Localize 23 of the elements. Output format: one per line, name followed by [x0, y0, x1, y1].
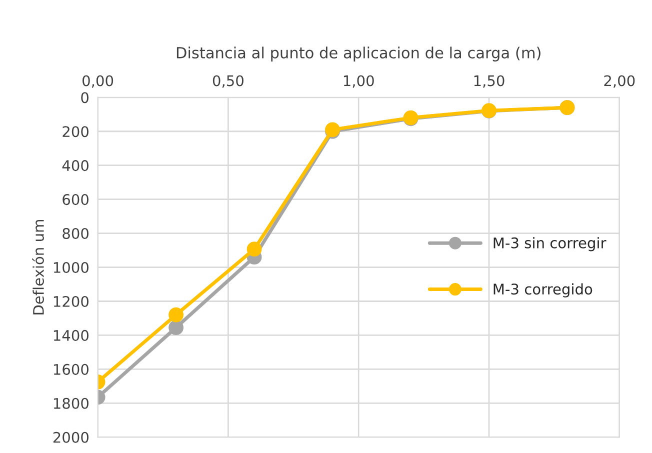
x-axis-title: Distancia al punto de aplicacion de la carga (m) — [176, 46, 540, 62]
point — [246, 242, 262, 257]
y-tick-label: 1800 — [54, 398, 88, 409]
y-tick-label: 1000 — [54, 262, 88, 274]
x-tick-label: 2,00 — [604, 75, 635, 88]
point — [168, 320, 184, 336]
y-tick-label: 800 — [62, 228, 88, 240]
y-tick-label: 1200 — [54, 296, 88, 307]
y-tick-label: 1600 — [54, 364, 88, 375]
y-tick-label: 1400 — [54, 330, 88, 341]
x-tick-label: 1,50 — [474, 75, 504, 88]
legend-label: M-3 sin corregir — [494, 237, 606, 252]
y-tick-label: 0 — [81, 92, 88, 104]
x-tick-label: 1,00 — [344, 75, 374, 88]
legend-label: M-3 corregido — [494, 283, 592, 298]
y-tick-label: 600 — [62, 194, 88, 206]
x-tick-label: 0,50 — [212, 75, 244, 88]
x-tick-label: 0,00 — [82, 75, 114, 88]
y-axis-title: Deflexión um — [32, 220, 44, 314]
y-tick-label: 400 — [62, 160, 88, 172]
point — [168, 307, 184, 322]
y-tick-label: 200 — [62, 126, 88, 138]
y-tick-label: 2000 — [53, 432, 88, 443]
